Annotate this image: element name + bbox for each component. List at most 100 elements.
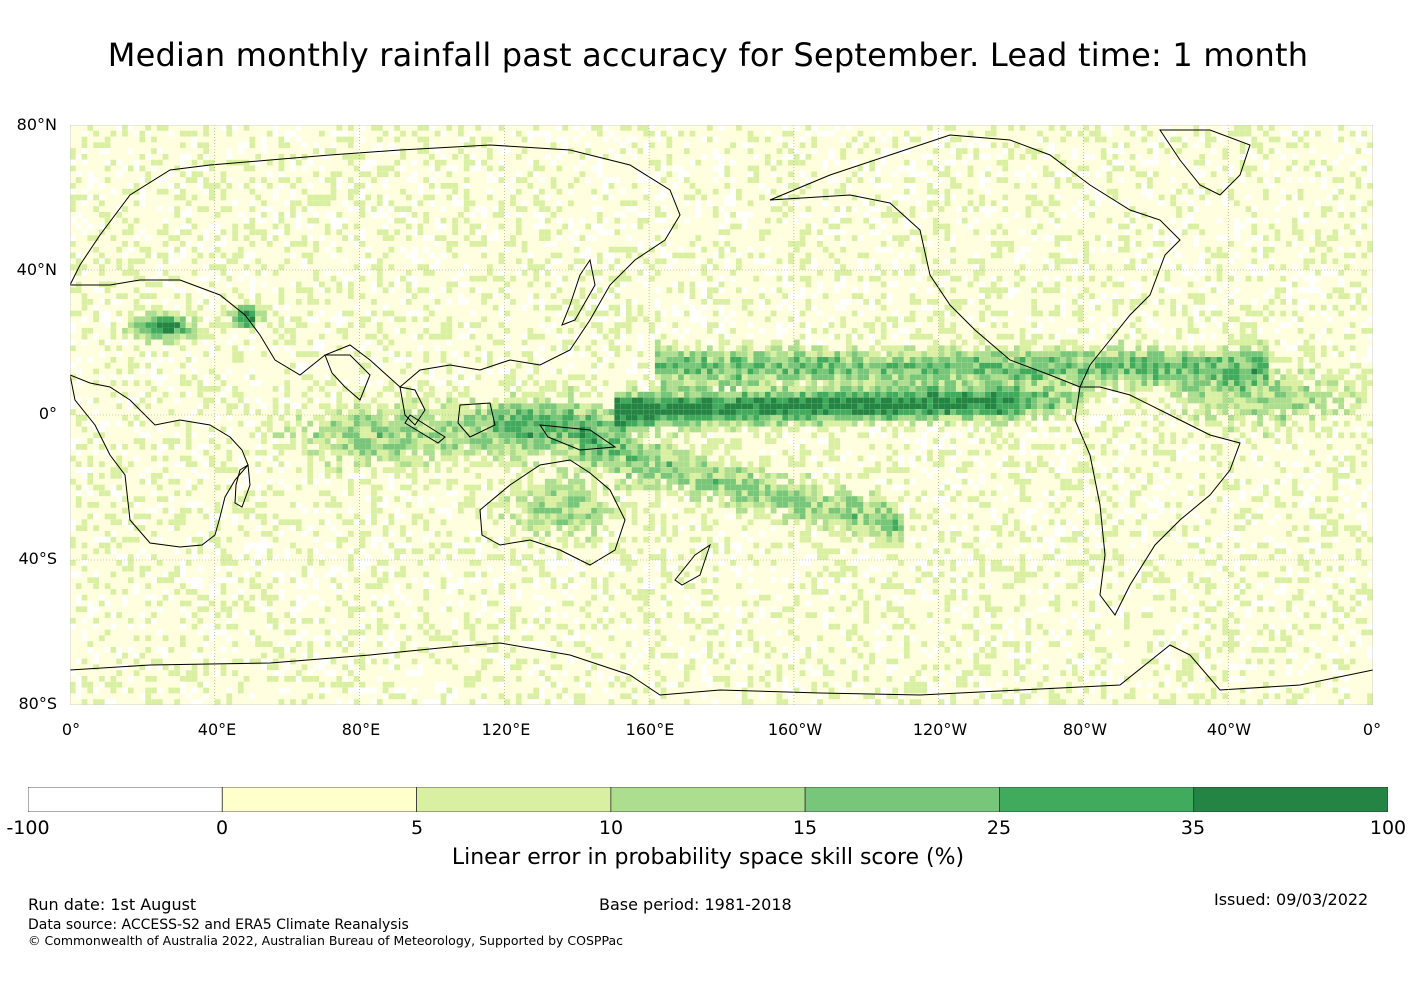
skill-cell [1129, 241, 1136, 247]
skill-cell [145, 299, 152, 305]
skill-cell [133, 345, 140, 352]
skill-cell [822, 403, 829, 410]
skill-cell [272, 188, 279, 195]
skill-cell [799, 171, 806, 178]
skill-cell [753, 154, 760, 160]
skill-cell [817, 351, 823, 357]
skill-cell [1158, 368, 1165, 375]
skill-cell [701, 154, 707, 160]
skill-cell [452, 200, 458, 207]
skill-cell [382, 130, 389, 137]
skill-cell [458, 136, 464, 143]
skill-cell [550, 403, 557, 410]
skill-cell [504, 333, 511, 340]
skill-cell [168, 386, 175, 392]
skill-cell [973, 374, 980, 381]
skill-cell [1014, 357, 1020, 363]
skill-cell [93, 287, 99, 294]
skill-cell [1014, 142, 1020, 149]
skill-cell [1245, 345, 1252, 352]
skill-cell [1216, 252, 1223, 259]
skill-cell [1291, 217, 1298, 224]
skill-cell [411, 130, 418, 137]
skill-cell [139, 397, 146, 404]
skill-cell [1297, 328, 1304, 334]
skill-cell [1158, 136, 1165, 143]
skill-cell [133, 165, 140, 172]
skill-cell [116, 246, 123, 253]
skill-cell [851, 380, 858, 386]
skill-cell [1367, 200, 1373, 207]
skill-cell [1002, 159, 1009, 166]
skill-cell [452, 223, 458, 230]
skill-cell [915, 391, 922, 398]
skill-cell [1187, 339, 1194, 346]
skill-cell [736, 397, 742, 404]
skill-cell [1297, 252, 1304, 259]
skill-cell [405, 403, 412, 410]
skill-cell [759, 258, 765, 265]
skill-cell [597, 212, 603, 218]
skill-cell [203, 154, 209, 160]
skill-cell [903, 345, 910, 352]
skill-cell [1129, 264, 1136, 270]
skill-cell [197, 235, 204, 241]
skill-cell [654, 316, 661, 323]
skill-cell [834, 281, 841, 288]
skill-cell [1263, 165, 1269, 172]
skill-cell [1274, 229, 1281, 236]
skill-cell [1106, 148, 1113, 154]
skill-cell [840, 217, 846, 224]
skill-cell [585, 264, 592, 270]
skill-cell [875, 391, 881, 398]
skill-cell [405, 287, 412, 294]
skill-cell [70, 252, 76, 259]
skill-cell [417, 345, 424, 352]
skill-cell [712, 391, 719, 398]
skill-cell [139, 258, 146, 265]
skill-cell [1291, 194, 1298, 201]
skill-cell [463, 177, 470, 183]
skill-cell [400, 246, 406, 253]
skill-cell [1124, 235, 1130, 241]
skill-cell [927, 386, 933, 392]
skill-cell [1124, 333, 1130, 340]
skill-cell [168, 206, 175, 212]
skill-cell [151, 368, 157, 375]
skill-cell [1170, 177, 1177, 183]
skill-cell [388, 246, 395, 253]
skill-cell [1106, 368, 1113, 375]
skill-cell [330, 252, 337, 259]
skill-cell [1147, 374, 1153, 381]
skill-cell [1320, 391, 1327, 398]
skill-cell [568, 362, 574, 369]
skill-cell [1280, 380, 1287, 386]
skill-cell [857, 258, 864, 265]
skill-cell [266, 304, 273, 311]
skill-cell [672, 397, 679, 404]
skill-cell [660, 217, 667, 224]
skill-cell [944, 125, 951, 131]
skill-cell [903, 159, 910, 166]
skill-cell [504, 328, 511, 334]
skill-cell [909, 374, 916, 381]
skill-cell [197, 206, 204, 212]
skill-cell [1118, 281, 1124, 288]
skill-cell [180, 183, 186, 189]
skill-cell [892, 362, 899, 369]
skill-cell [191, 142, 198, 149]
skill-cell [255, 310, 262, 317]
skill-cell [168, 409, 175, 415]
skill-cell [788, 142, 794, 149]
skill-cell [1019, 333, 1026, 340]
skill-cell [805, 206, 812, 212]
skill-cell [1263, 403, 1269, 410]
skill-cell [846, 380, 852, 386]
skill-cell [741, 368, 748, 375]
skill-cell [295, 409, 302, 415]
skill-cell [376, 258, 383, 265]
skill-cell [747, 200, 754, 207]
skill-cell [996, 391, 1003, 398]
skill-cell [712, 165, 719, 172]
skill-cell [979, 270, 985, 276]
